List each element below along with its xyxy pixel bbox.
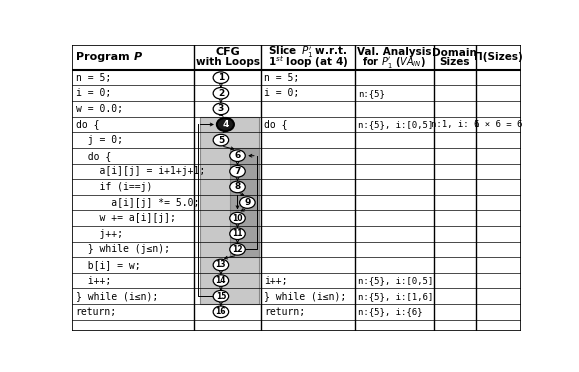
Ellipse shape [230, 212, 245, 224]
Text: i = 0;: i = 0; [75, 88, 111, 98]
Ellipse shape [230, 181, 245, 193]
Text: 11: 11 [232, 229, 243, 238]
Text: 9: 9 [244, 198, 251, 207]
Text: } while (i≤n);: } while (i≤n); [265, 291, 347, 301]
Ellipse shape [213, 103, 229, 115]
Text: j++;: j++; [75, 229, 123, 239]
Text: P: P [133, 52, 141, 62]
Text: j = 0;: j = 0; [75, 135, 123, 145]
Text: 16: 16 [215, 307, 226, 316]
Text: Sizes: Sizes [439, 57, 470, 67]
Text: 15: 15 [216, 292, 226, 301]
Text: CFG: CFG [215, 47, 240, 57]
Text: with Loops: with Loops [196, 57, 259, 67]
Text: n:{5}, i:[1,6]: n:{5}, i:[1,6] [358, 292, 434, 301]
Text: i = 0;: i = 0; [265, 88, 300, 98]
Text: return;: return; [75, 307, 116, 317]
Text: i++;: i++; [75, 276, 111, 286]
Text: Program: Program [76, 52, 133, 62]
Text: n:1, i: 6: n:1, i: 6 [431, 120, 479, 129]
Text: n:{5}: n:{5} [358, 89, 385, 98]
Text: do {: do { [265, 119, 288, 129]
Text: Slice  $P_1'$ w.r.t.: Slice $P_1'$ w.r.t. [269, 44, 347, 60]
Text: 2: 2 [218, 89, 224, 98]
Text: return;: return; [265, 307, 306, 317]
Text: do {: do { [75, 151, 111, 161]
Text: n = 5;: n = 5; [265, 73, 300, 83]
Text: n:{5}, i:[0,5]: n:{5}, i:[0,5] [358, 120, 434, 129]
Ellipse shape [213, 275, 229, 286]
Text: for $P_1'$ ($VA_{IN}$): for $P_1'$ ($VA_{IN}$) [362, 55, 426, 70]
Text: 4: 4 [222, 120, 229, 129]
Ellipse shape [230, 244, 245, 255]
Text: n:{5}, i:[0,5]: n:{5}, i:[0,5] [358, 276, 434, 285]
Text: n = 5;: n = 5; [75, 73, 111, 83]
Text: 6: 6 [234, 151, 241, 160]
Text: 1 × 6 = 6: 1 × 6 = 6 [474, 120, 523, 129]
Text: Val. Analysis: Val. Analysis [357, 47, 431, 57]
Ellipse shape [213, 87, 229, 99]
Text: a[i][j] = i+1+j+1;: a[i][j] = i+1+j+1; [75, 166, 205, 176]
Text: w = 0.0;: w = 0.0; [75, 104, 123, 114]
Text: do {: do { [75, 119, 99, 129]
Text: 13: 13 [215, 260, 226, 269]
Ellipse shape [213, 259, 229, 271]
Ellipse shape [213, 291, 229, 302]
Text: Domain: Domain [433, 48, 477, 58]
Text: } while (j≤n);: } while (j≤n); [75, 244, 170, 254]
Ellipse shape [230, 228, 245, 240]
Text: 14: 14 [215, 276, 226, 285]
Text: 10: 10 [232, 214, 243, 223]
Text: 12: 12 [232, 245, 243, 254]
Text: 1: 1 [218, 73, 224, 82]
Text: b[i] = w;: b[i] = w; [75, 260, 140, 270]
Text: 5: 5 [218, 136, 224, 145]
Text: Π(Sizes): Π(Sizes) [474, 52, 523, 62]
Ellipse shape [213, 306, 229, 318]
Ellipse shape [230, 166, 245, 177]
Text: if (i==j): if (i==j) [75, 182, 152, 192]
Text: 7: 7 [234, 167, 241, 176]
Text: a[i][j] *= 5.0;: a[i][j] *= 5.0; [75, 198, 199, 208]
Ellipse shape [230, 150, 245, 161]
Ellipse shape [240, 197, 255, 208]
Ellipse shape [217, 118, 234, 131]
Text: 8: 8 [234, 182, 241, 192]
Bar [200, 117, 259, 304]
Ellipse shape [213, 72, 229, 83]
Text: n:{5}, i:{6}: n:{5}, i:{6} [358, 307, 423, 316]
Text: } while (i≤n);: } while (i≤n); [75, 291, 157, 301]
Text: w += a[i][j];: w += a[i][j]; [75, 213, 175, 223]
Text: 3: 3 [218, 105, 224, 113]
Ellipse shape [213, 134, 229, 146]
Text: 1$^{st}$ loop (at 4): 1$^{st}$ loop (at 4) [268, 55, 348, 70]
Bar [230, 148, 259, 257]
Text: i++;: i++; [265, 276, 288, 286]
